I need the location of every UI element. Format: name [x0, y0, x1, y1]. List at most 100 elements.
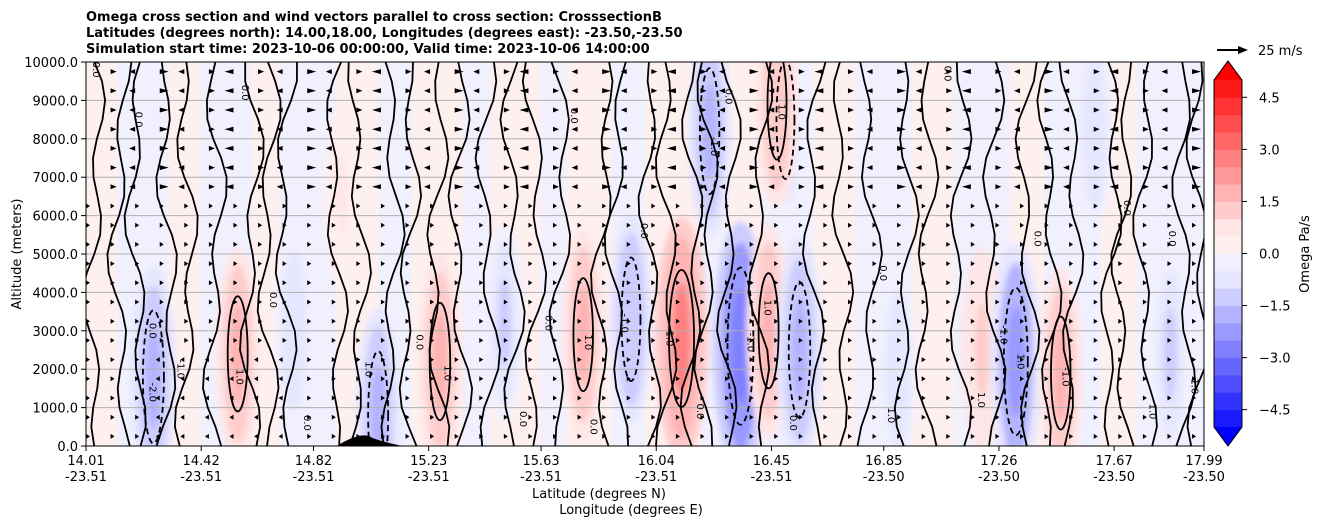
wind-vector [424, 107, 431, 113]
wind-vector [178, 69, 185, 75]
wind-vector [946, 280, 951, 286]
wind-vector [847, 261, 852, 267]
wind-vector [110, 222, 115, 228]
contour-line [380, 62, 406, 446]
wind-vector [651, 107, 658, 113]
wind-vector [1192, 203, 1197, 209]
x-tick-label-lon: -23.51 [520, 470, 562, 485]
wind-vector [946, 69, 953, 75]
wind-vector [1142, 145, 1149, 151]
wind-vector [626, 337, 631, 343]
wind-vector [380, 318, 385, 324]
wind-vector [651, 126, 658, 132]
wind-vector [1142, 107, 1149, 113]
wind-vector [897, 203, 902, 209]
wind-vector [135, 357, 140, 363]
wind-vector [675, 414, 680, 420]
wind-vector [325, 107, 332, 113]
wind-vector [1142, 222, 1147, 228]
wind-vector [798, 222, 803, 228]
title-line-2: Latitudes (degrees north): 14.00,18.00, … [86, 26, 683, 41]
contour-label: 0.0 [694, 403, 705, 419]
wind-vector [528, 433, 533, 439]
contour-line [590, 62, 614, 446]
wind-vector [356, 184, 363, 190]
wind-vector [208, 337, 213, 343]
y-tick-label: 6000.0 [33, 210, 79, 225]
y-tick-label: 7000.0 [33, 171, 79, 186]
wind-vector [814, 69, 824, 75]
contour-label-group: 0.0 [542, 315, 553, 331]
wind-vector [135, 241, 140, 247]
wind-vector [454, 88, 464, 94]
wind-vector [424, 145, 431, 151]
colorbar-extend-top [1214, 61, 1242, 80]
contour-label: 0.0 [90, 62, 101, 78]
wind-vector [1192, 69, 1202, 75]
wind-vector [135, 395, 140, 401]
wind-vector [798, 433, 803, 439]
colorbar-tick-label: 3.0 [1259, 143, 1280, 158]
wind-vector [719, 165, 726, 171]
wind-vector [159, 107, 169, 113]
wind-vector [749, 261, 754, 267]
wind-vector [479, 337, 484, 343]
positive-contour [668, 268, 695, 408]
wind-vector [405, 395, 410, 401]
wind-vector [233, 318, 238, 324]
wind-vector [473, 165, 480, 171]
wind-vector [276, 145, 283, 151]
wind-vector [1161, 184, 1168, 190]
wind-vector [915, 145, 922, 151]
wind-vector [135, 261, 140, 267]
wind-vector [725, 280, 730, 286]
wind-vector [798, 376, 803, 382]
wind-vector [503, 337, 508, 343]
wind-vector [258, 184, 265, 190]
contour-label: -1.0 [745, 333, 756, 353]
x-tick-label-lat: 15.63 [522, 454, 559, 469]
wind-vector [768, 126, 775, 132]
contour-label: 1.0 [1014, 354, 1025, 370]
wind-vector [86, 203, 90, 209]
wind-vector [1069, 261, 1074, 267]
colorbar-segment [1214, 270, 1242, 289]
wind-vector [155, 395, 160, 401]
wind-vector [749, 280, 754, 286]
colorbar-extend-bottom [1214, 427, 1242, 446]
wind-vector [454, 222, 459, 228]
wind-vector [666, 69, 676, 75]
wind-vector [159, 337, 164, 343]
wind-vector [1014, 88, 1021, 94]
wind-vector [1192, 261, 1197, 267]
wind-vector [503, 433, 508, 439]
contour-line [326, 62, 349, 446]
wind-vector [155, 376, 160, 382]
wind-vector [430, 433, 435, 439]
wind-vector [184, 241, 189, 247]
wind-vector [961, 107, 971, 113]
wind-vector [651, 433, 656, 439]
contour-line [747, 62, 774, 446]
wind-vector [135, 222, 140, 228]
x-tick-label-lat: 17.67 [1096, 454, 1133, 469]
wind-vector [798, 126, 805, 132]
contour-label-group: 1.0 [1014, 354, 1025, 370]
contour-label: 0.0 [1166, 231, 1177, 247]
x-axis-label-longitude: Longitude (degrees E) [559, 503, 703, 518]
wind-vector [129, 69, 136, 75]
wind-vector [380, 280, 385, 286]
wind-vector [553, 241, 558, 247]
wind-vector [233, 280, 238, 286]
wind-vector [872, 395, 877, 401]
wind-vector [258, 280, 263, 286]
wind-vector [970, 337, 975, 343]
wind-vector [405, 69, 412, 75]
wind-vector [86, 222, 90, 228]
x-tick-label-lat: 16.04 [638, 454, 675, 469]
wind-vector [995, 222, 1000, 228]
wind-vector [307, 241, 312, 247]
wind-vector [866, 88, 873, 94]
wind-vector [814, 88, 824, 94]
wind-vector [1044, 184, 1054, 190]
